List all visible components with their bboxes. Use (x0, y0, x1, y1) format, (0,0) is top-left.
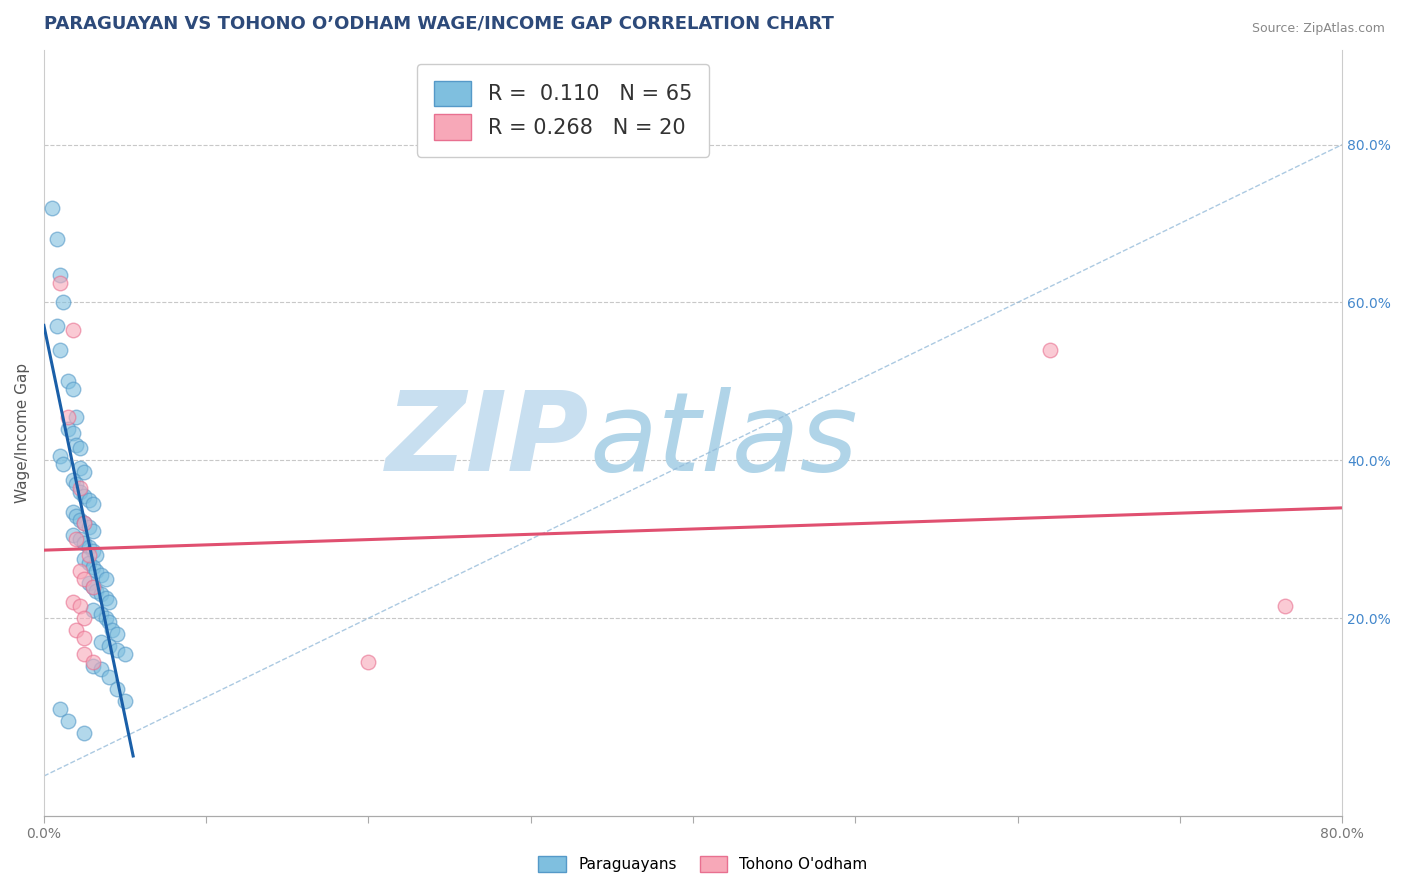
Point (69, 461, 91, 475)
Point (105, 642, 128, 657)
Point (41, 201, 63, 215)
Point (69, 564, 91, 578)
Point (101, 623, 124, 637)
Point (69, 484, 91, 499)
Point (90, 663, 112, 677)
Point (79, 548, 101, 562)
Point (357, 655, 380, 669)
Point (69, 481, 91, 495)
Y-axis label: Wage/Income Gap: Wage/Income Gap (15, 363, 30, 503)
Point (82, 524, 104, 539)
Point (45, 319, 67, 334)
Point (73, 572, 96, 586)
Point (94, 611, 117, 625)
Point (82, 559, 104, 574)
Point (82, 580, 104, 594)
Text: Source: ZipAtlas.com: Source: ZipAtlas.com (1251, 22, 1385, 36)
Point (84, 564, 107, 578)
Point (62, 382, 84, 396)
Point (79, 540, 101, 554)
Point (84, 583, 107, 598)
Point (82, 658, 104, 673)
Point (73, 631, 96, 645)
Point (82, 544, 104, 558)
Point (90, 607, 112, 622)
Point (79, 575, 101, 590)
Point (58, 422, 80, 436)
Point (69, 512, 91, 526)
Point (65, 409, 87, 424)
Point (73, 465, 96, 479)
Point (69, 599, 91, 614)
Point (65, 477, 87, 491)
Point (58, 714, 80, 728)
Point (84, 548, 107, 562)
Point (79, 492, 101, 507)
Point (73, 516, 96, 531)
Point (114, 647, 136, 661)
Point (49, 276, 72, 290)
Point (105, 627, 128, 641)
Point (79, 520, 101, 534)
Point (62, 473, 84, 487)
Point (52, 457, 75, 471)
Text: PARAGUAYAN VS TOHONO O’ODHAM WAGE/INCOME GAP CORRELATION CHART: PARAGUAYAN VS TOHONO O’ODHAM WAGE/INCOME… (44, 15, 834, 33)
Point (58, 409, 80, 424)
Point (1039, 343, 1062, 357)
Point (94, 591, 117, 606)
Point (82, 580, 104, 594)
Point (82, 497, 104, 511)
Point (97, 595, 120, 609)
Point (69, 442, 91, 456)
Legend: R =  0.110   N = 65, R = 0.268   N = 20: R = 0.110 N = 65, R = 0.268 N = 20 (418, 64, 709, 157)
Point (49, 702, 72, 716)
Point (1274, 599, 1296, 614)
Point (73, 489, 96, 503)
Point (65, 437, 87, 451)
Point (73, 611, 96, 625)
Point (97, 615, 120, 629)
Text: atlas: atlas (589, 387, 858, 494)
Point (97, 670, 120, 684)
Text: ZIP: ZIP (385, 387, 589, 494)
Point (45, 232, 67, 246)
Point (65, 508, 87, 523)
Point (73, 552, 96, 566)
Point (73, 516, 96, 531)
Point (49, 343, 72, 357)
Point (73, 725, 96, 739)
Point (90, 567, 112, 582)
Point (105, 682, 128, 697)
Point (49, 268, 72, 282)
Point (65, 623, 87, 637)
Point (90, 587, 112, 601)
Point (73, 647, 96, 661)
Point (79, 556, 101, 570)
Point (49, 450, 72, 464)
Point (73, 536, 96, 550)
Point (58, 375, 80, 389)
Point (90, 635, 112, 649)
Point (65, 533, 87, 547)
Point (62, 528, 84, 542)
Point (97, 639, 120, 653)
Legend: Paraguayans, Tohono O'odham: Paraguayans, Tohono O'odham (531, 848, 875, 880)
Point (69, 533, 91, 547)
Point (62, 425, 84, 440)
Point (52, 295, 75, 310)
Point (62, 323, 84, 337)
Point (82, 603, 104, 617)
Point (94, 572, 117, 586)
Point (82, 655, 104, 669)
Point (114, 694, 136, 708)
Point (62, 595, 84, 609)
Point (62, 505, 84, 519)
